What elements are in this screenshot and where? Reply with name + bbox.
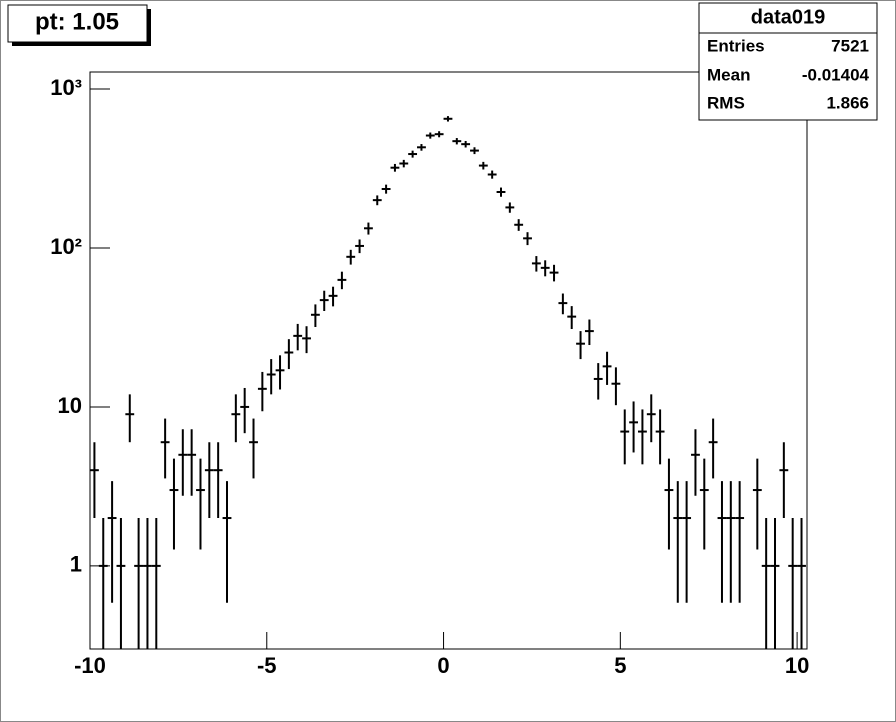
y-tick-label: 10³ [50, 75, 82, 100]
y-tick-label: 1 [70, 552, 82, 577]
stats-value: -0.01404 [802, 65, 870, 84]
x-tick-label: -10 [74, 653, 106, 678]
chart-title: pt: 1.05 [35, 8, 119, 35]
title-box [7, 4, 148, 43]
stats-title: data019 [751, 6, 826, 28]
stats-value: 1.866 [826, 93, 869, 112]
y-tick-label: 10² [50, 234, 82, 259]
plot-frame [89, 71, 808, 650]
stats-value: 7521 [831, 36, 869, 55]
x-tick-label: 10 [785, 653, 809, 678]
stats-label: RMS [707, 93, 745, 112]
stats-label: Entries [707, 36, 765, 55]
stats-label: Mean [707, 65, 750, 84]
x-tick-label: -5 [257, 653, 277, 678]
stats-box [698, 2, 878, 121]
x-tick-label: 0 [437, 653, 449, 678]
y-tick-label: 10 [58, 393, 82, 418]
x-tick-label: 5 [614, 653, 626, 678]
